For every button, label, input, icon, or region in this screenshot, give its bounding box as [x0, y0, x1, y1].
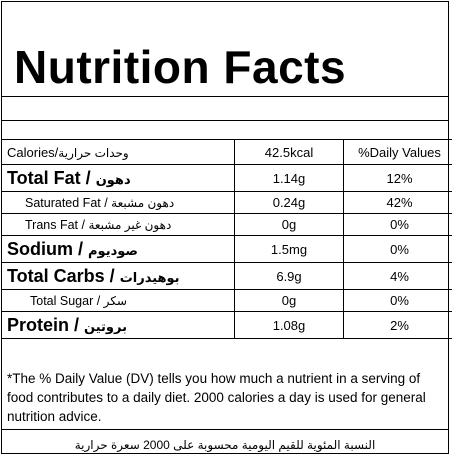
- daily-value-footnote: *The % Daily Value (DV) tells you how mu…: [7, 371, 426, 424]
- nutrient-dv: 2%: [343, 311, 452, 339]
- footer-divider: [2, 429, 448, 430]
- nutrient-name: Total Carbs /: [7, 265, 115, 286]
- calories-header-row: Calories/وحدات حرارية 42.5kcal %Daily Va…: [2, 139, 452, 165]
- nutrient-name-ar: دهون: [95, 171, 131, 187]
- nutrient-name: Sodium /: [7, 238, 83, 259]
- calories-label: Calories/: [7, 144, 59, 160]
- nutrient-amount: 1.08g: [234, 311, 344, 339]
- calories-amount: 42.5kcal: [234, 139, 344, 165]
- table-row-total-sugar: Total Sugar / سكر 0g 0%: [2, 289, 452, 312]
- nutrient-dv: 0%: [343, 289, 452, 312]
- nutrient-dv: 12%: [343, 164, 452, 192]
- nutrient-dv: 0%: [343, 235, 452, 263]
- table-row-trans-fat: Trans Fat / دهون غير مشبعة 0g 0%: [2, 213, 452, 236]
- calories-label-ar: وحدات حرارية: [58, 145, 129, 160]
- table-row-saturated-fat: Saturated Fat / دهون مشبعة 0.24g 42%: [2, 191, 452, 214]
- section-divider: [2, 120, 448, 121]
- nutrient-name-ar: سكر: [103, 293, 127, 308]
- page-title: Nutrition Facts: [14, 41, 347, 93]
- nutrient-dv: 0%: [343, 213, 452, 236]
- nutrient-amount: 0g: [234, 289, 344, 312]
- nutrient-amount: 1.5mg: [234, 235, 344, 263]
- nutrient-dv: 4%: [343, 262, 452, 290]
- nutrient-name-ar: دهون مشبعة: [111, 195, 175, 210]
- nutrient-dv: 42%: [343, 191, 452, 214]
- nutrient-name: Saturated Fat /: [25, 195, 108, 210]
- nutrient-amount: 1.14g: [234, 164, 344, 192]
- nutrient-name: Total Fat /: [7, 167, 91, 188]
- nutrient-name-ar: بروتين: [84, 318, 127, 334]
- nutrient-amount: 0.24g: [234, 191, 344, 214]
- table-row-total-fat: Total Fat / دهون 1.14g 12%: [2, 164, 452, 192]
- table-row-total-carbs: Total Carbs / بوهيدرات 6.9g 4%: [2, 262, 452, 290]
- nutrition-table: Calories/وحدات حرارية 42.5kcal %Daily Va…: [2, 139, 452, 339]
- table-row-sodium: Sodium / صوديوم 1.5mg 0%: [2, 235, 452, 263]
- title-divider: [2, 96, 448, 97]
- daily-values-header: %Daily Values: [343, 139, 452, 165]
- nutrient-name-ar: دهون غير مشبعة: [88, 217, 172, 232]
- nutrient-name-ar: بوهيدرات: [119, 269, 180, 285]
- nutrient-amount: 6.9g: [234, 262, 344, 290]
- table-row-protein: Protein / بروتين 1.08g 2%: [2, 311, 452, 339]
- nutrient-name: Protein /: [7, 314, 80, 335]
- nutrient-name: Trans Fat /: [25, 217, 85, 232]
- daily-value-footnote-ar: النسبة المئوية للقيم اليومية محسوبة على …: [74, 438, 376, 452]
- nutrient-name: Total Sugar /: [30, 293, 101, 308]
- calories-label-cell: Calories/وحدات حرارية: [2, 139, 235, 165]
- nutrient-amount: 0g: [234, 213, 344, 236]
- nutrient-name-ar: صوديوم: [88, 242, 138, 258]
